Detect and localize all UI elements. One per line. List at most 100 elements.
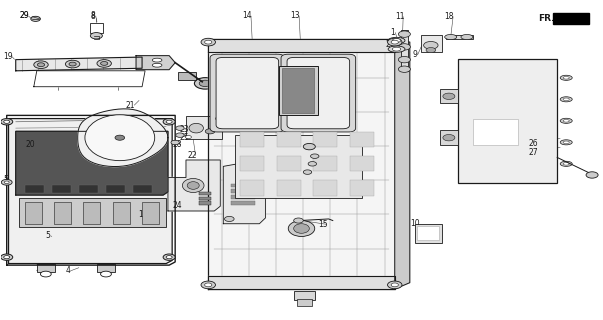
Ellipse shape — [391, 40, 399, 44]
Text: 9: 9 — [413, 50, 418, 59]
Bar — [440, 89, 458, 103]
Text: 13: 13 — [291, 12, 300, 20]
Bar — [415, 224, 441, 243]
Text: 26: 26 — [529, 139, 538, 148]
Bar — [54, 202, 71, 224]
Ellipse shape — [153, 63, 162, 67]
Bar — [52, 186, 71, 194]
Ellipse shape — [563, 98, 569, 100]
Polygon shape — [78, 109, 168, 166]
Bar — [25, 186, 44, 194]
Ellipse shape — [303, 170, 312, 174]
Polygon shape — [208, 39, 395, 52]
Ellipse shape — [443, 134, 455, 141]
Ellipse shape — [40, 271, 51, 277]
Ellipse shape — [163, 254, 175, 260]
FancyBboxPatch shape — [287, 57, 350, 129]
Ellipse shape — [1, 119, 13, 125]
Bar — [277, 180, 301, 196]
Bar — [401, 30, 408, 71]
Ellipse shape — [560, 97, 572, 102]
Ellipse shape — [201, 38, 215, 46]
Bar — [240, 132, 264, 147]
Ellipse shape — [215, 117, 221, 120]
Ellipse shape — [560, 161, 572, 166]
Polygon shape — [168, 160, 220, 211]
Bar — [230, 189, 254, 193]
Text: 23: 23 — [320, 153, 329, 162]
Ellipse shape — [4, 120, 10, 123]
Bar — [350, 132, 374, 147]
Ellipse shape — [85, 115, 155, 161]
Ellipse shape — [1, 254, 13, 260]
Text: 3: 3 — [36, 264, 40, 274]
Ellipse shape — [288, 220, 315, 236]
Bar — [19, 198, 166, 227]
Ellipse shape — [224, 216, 234, 221]
Bar — [230, 195, 254, 199]
Ellipse shape — [586, 172, 598, 178]
Ellipse shape — [388, 46, 405, 52]
Text: FR.: FR. — [538, 14, 554, 23]
Ellipse shape — [189, 123, 203, 133]
Ellipse shape — [308, 162, 317, 166]
Bar — [294, 291, 315, 300]
Bar — [106, 186, 125, 194]
Polygon shape — [395, 39, 410, 289]
Ellipse shape — [399, 66, 411, 72]
Polygon shape — [34, 71, 145, 87]
Text: 12: 12 — [295, 293, 305, 302]
Text: 10: 10 — [410, 219, 420, 228]
Ellipse shape — [199, 80, 211, 87]
Ellipse shape — [115, 135, 125, 140]
Ellipse shape — [391, 283, 399, 287]
Ellipse shape — [399, 44, 411, 50]
Ellipse shape — [153, 58, 162, 62]
Polygon shape — [208, 276, 395, 289]
Ellipse shape — [171, 140, 179, 145]
Bar — [446, 35, 473, 39]
Ellipse shape — [393, 39, 401, 43]
Ellipse shape — [563, 76, 569, 79]
Ellipse shape — [204, 40, 212, 44]
Ellipse shape — [563, 141, 569, 144]
Bar — [240, 180, 264, 196]
Ellipse shape — [399, 56, 411, 63]
Ellipse shape — [90, 33, 103, 39]
Bar — [458, 59, 557, 183]
Ellipse shape — [444, 35, 456, 40]
Bar — [178, 72, 196, 80]
Text: 25: 25 — [180, 132, 189, 141]
Text: 5: 5 — [46, 231, 51, 240]
Ellipse shape — [426, 48, 435, 52]
Ellipse shape — [1, 180, 12, 185]
Text: 5: 5 — [4, 175, 8, 184]
Bar — [417, 226, 439, 240]
Text: 17: 17 — [138, 210, 148, 219]
Ellipse shape — [34, 61, 48, 68]
Text: 27: 27 — [320, 161, 329, 170]
Ellipse shape — [97, 60, 112, 67]
Text: 4: 4 — [66, 266, 71, 276]
Ellipse shape — [205, 129, 215, 134]
Polygon shape — [16, 57, 142, 71]
Text: 27: 27 — [529, 148, 538, 156]
Ellipse shape — [399, 31, 411, 37]
Bar — [277, 132, 301, 147]
Bar — [90, 23, 103, 33]
Ellipse shape — [388, 281, 402, 289]
Text: 23: 23 — [180, 125, 189, 134]
Text: 14: 14 — [242, 12, 252, 20]
Text: 28: 28 — [172, 140, 182, 149]
Bar — [230, 201, 254, 204]
Ellipse shape — [163, 119, 175, 125]
Text: 29: 29 — [20, 12, 30, 20]
Text: 20: 20 — [26, 140, 36, 149]
Ellipse shape — [303, 143, 315, 150]
Text: 29: 29 — [20, 12, 30, 20]
Text: 11: 11 — [395, 12, 404, 21]
Ellipse shape — [166, 256, 172, 259]
Ellipse shape — [294, 224, 309, 233]
Ellipse shape — [560, 75, 572, 80]
Text: 16: 16 — [92, 139, 102, 148]
